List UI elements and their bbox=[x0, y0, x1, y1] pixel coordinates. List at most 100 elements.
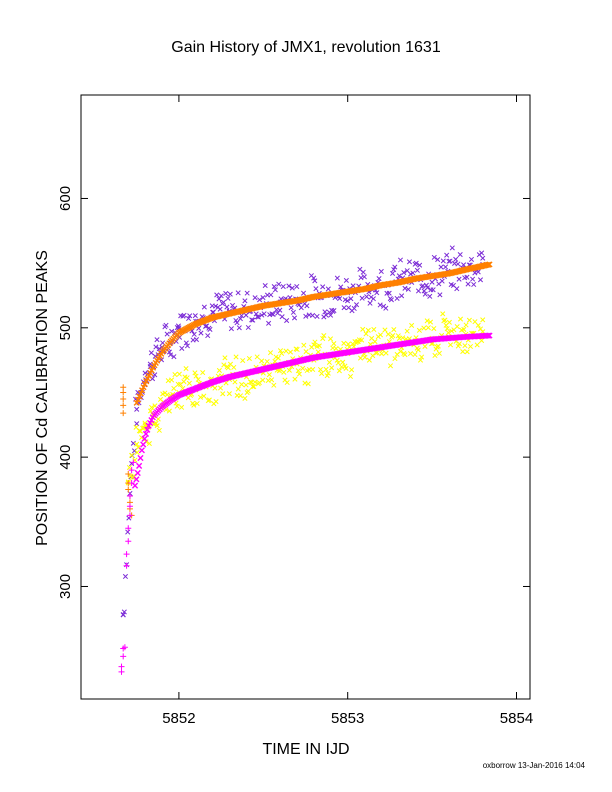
data-point-x bbox=[300, 290, 307, 296]
data-point-x bbox=[225, 365, 231, 371]
credit-line: oxborrow 13-Jan-2016 14:04 bbox=[483, 761, 586, 770]
fit-point bbox=[486, 332, 493, 339]
data-point-x bbox=[359, 337, 365, 343]
data-point-x bbox=[349, 367, 355, 373]
data-point-x bbox=[334, 275, 340, 281]
data-point-x bbox=[399, 293, 405, 299]
data-point-x bbox=[430, 287, 436, 293]
data-point-x bbox=[134, 449, 140, 456]
data-point-x bbox=[400, 335, 406, 341]
data-point-x bbox=[169, 377, 175, 383]
data-point-x bbox=[287, 349, 294, 355]
data-point-x bbox=[457, 251, 463, 258]
data-point-x bbox=[322, 309, 328, 315]
fit-point bbox=[133, 476, 140, 483]
data-point-x bbox=[386, 290, 392, 296]
data-point-x bbox=[309, 312, 316, 319]
data-point-x bbox=[264, 358, 270, 365]
data-point-x bbox=[421, 325, 427, 331]
data-point-x bbox=[442, 264, 449, 270]
data-point-x bbox=[206, 397, 212, 403]
data-point-x bbox=[226, 391, 232, 397]
y-tick-label: 500 bbox=[57, 315, 74, 340]
data-point-x bbox=[251, 384, 257, 390]
fit-point bbox=[136, 393, 143, 400]
data-point-x bbox=[327, 336, 334, 342]
data-point-x bbox=[142, 420, 148, 426]
data-point-x bbox=[304, 303, 310, 309]
data-point-x bbox=[269, 377, 275, 383]
data-point-x bbox=[249, 317, 255, 323]
data-point-x bbox=[169, 328, 175, 334]
data-point-x bbox=[402, 352, 408, 358]
data-point-x bbox=[254, 314, 260, 320]
data-point bbox=[134, 441, 140, 447]
data-point-x bbox=[271, 382, 277, 388]
data-point-x bbox=[172, 372, 178, 378]
chart-marks bbox=[118, 245, 493, 675]
data-point-x bbox=[300, 365, 306, 371]
plus-point bbox=[125, 538, 132, 545]
fit-point bbox=[137, 390, 144, 397]
data-point-x bbox=[290, 309, 296, 315]
data-point-x bbox=[156, 427, 162, 433]
data-point-x bbox=[260, 377, 266, 383]
fit-point bbox=[485, 261, 492, 268]
data-point-x bbox=[184, 375, 190, 381]
plot-frame bbox=[80, 94, 531, 700]
data-point-x bbox=[444, 252, 450, 258]
data-point-x bbox=[387, 363, 394, 369]
data-point-x bbox=[191, 331, 197, 337]
data-point-x bbox=[405, 286, 411, 292]
data-point-x bbox=[427, 293, 433, 299]
data-point-x bbox=[341, 305, 347, 311]
data-point-x bbox=[154, 337, 160, 343]
data-point-x bbox=[256, 380, 262, 386]
data-point-x bbox=[152, 403, 158, 409]
data-point-x bbox=[245, 388, 251, 394]
data-point-x bbox=[237, 316, 243, 322]
fit-point bbox=[133, 399, 140, 406]
data-point-x bbox=[364, 294, 370, 300]
data-point-x bbox=[372, 339, 378, 345]
data-point-x bbox=[129, 452, 135, 458]
data-point-x bbox=[333, 345, 339, 352]
data-point-x bbox=[207, 326, 213, 333]
data-point-x bbox=[340, 359, 346, 365]
plus-point bbox=[120, 410, 127, 417]
data-point-x bbox=[401, 270, 407, 276]
data-point-x bbox=[447, 342, 454, 348]
data-point-x bbox=[320, 284, 326, 290]
data-point-x bbox=[213, 398, 219, 405]
data-point-x bbox=[424, 318, 430, 324]
data-point-x bbox=[279, 350, 285, 356]
data-point-x bbox=[236, 325, 242, 331]
data-point-x bbox=[319, 370, 325, 377]
data-point-x bbox=[361, 274, 367, 280]
fit-point bbox=[136, 462, 143, 469]
data-point-x bbox=[266, 320, 272, 326]
data-point-x bbox=[422, 343, 428, 349]
data-point-x bbox=[225, 295, 231, 301]
data-point bbox=[134, 406, 140, 412]
data-point-x bbox=[153, 344, 159, 350]
data-point-x bbox=[341, 340, 347, 346]
data-point-x bbox=[184, 343, 190, 349]
data-point-x bbox=[480, 255, 486, 261]
data-point-x bbox=[447, 258, 453, 264]
data-point-x bbox=[197, 394, 204, 400]
data-point-x bbox=[179, 404, 185, 410]
data-point-x bbox=[136, 428, 142, 434]
data-point-x bbox=[457, 316, 464, 322]
data-point-x bbox=[374, 290, 380, 296]
data-point-x bbox=[351, 305, 357, 312]
data-point-x bbox=[193, 337, 200, 343]
data-point-x bbox=[444, 326, 450, 332]
data-point-x bbox=[449, 245, 455, 251]
data-point-x bbox=[222, 355, 228, 361]
data-point-x bbox=[407, 350, 414, 357]
data-point bbox=[152, 353, 158, 359]
data-point-x bbox=[442, 317, 448, 323]
data-point-x bbox=[456, 276, 462, 282]
data-point-x bbox=[391, 326, 397, 333]
